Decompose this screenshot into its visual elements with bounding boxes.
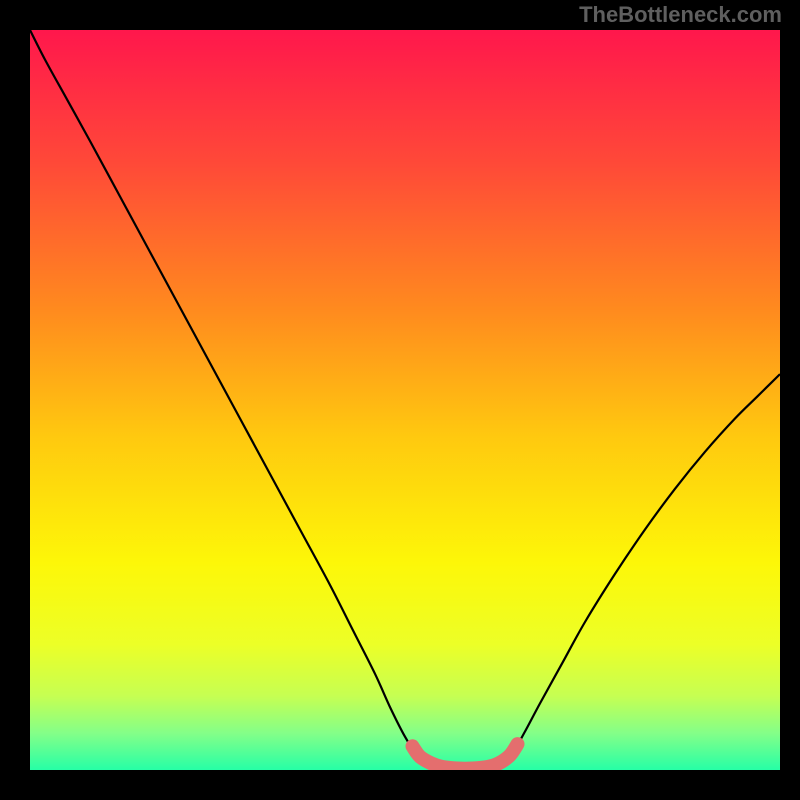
plot-area [30,30,780,770]
chart-frame: TheBottleneck.com [0,0,800,800]
bottleneck-curve [30,30,780,769]
curve-overlay [30,30,780,770]
watermark-text: TheBottleneck.com [579,2,782,28]
optimal-range-highlight [413,744,518,769]
